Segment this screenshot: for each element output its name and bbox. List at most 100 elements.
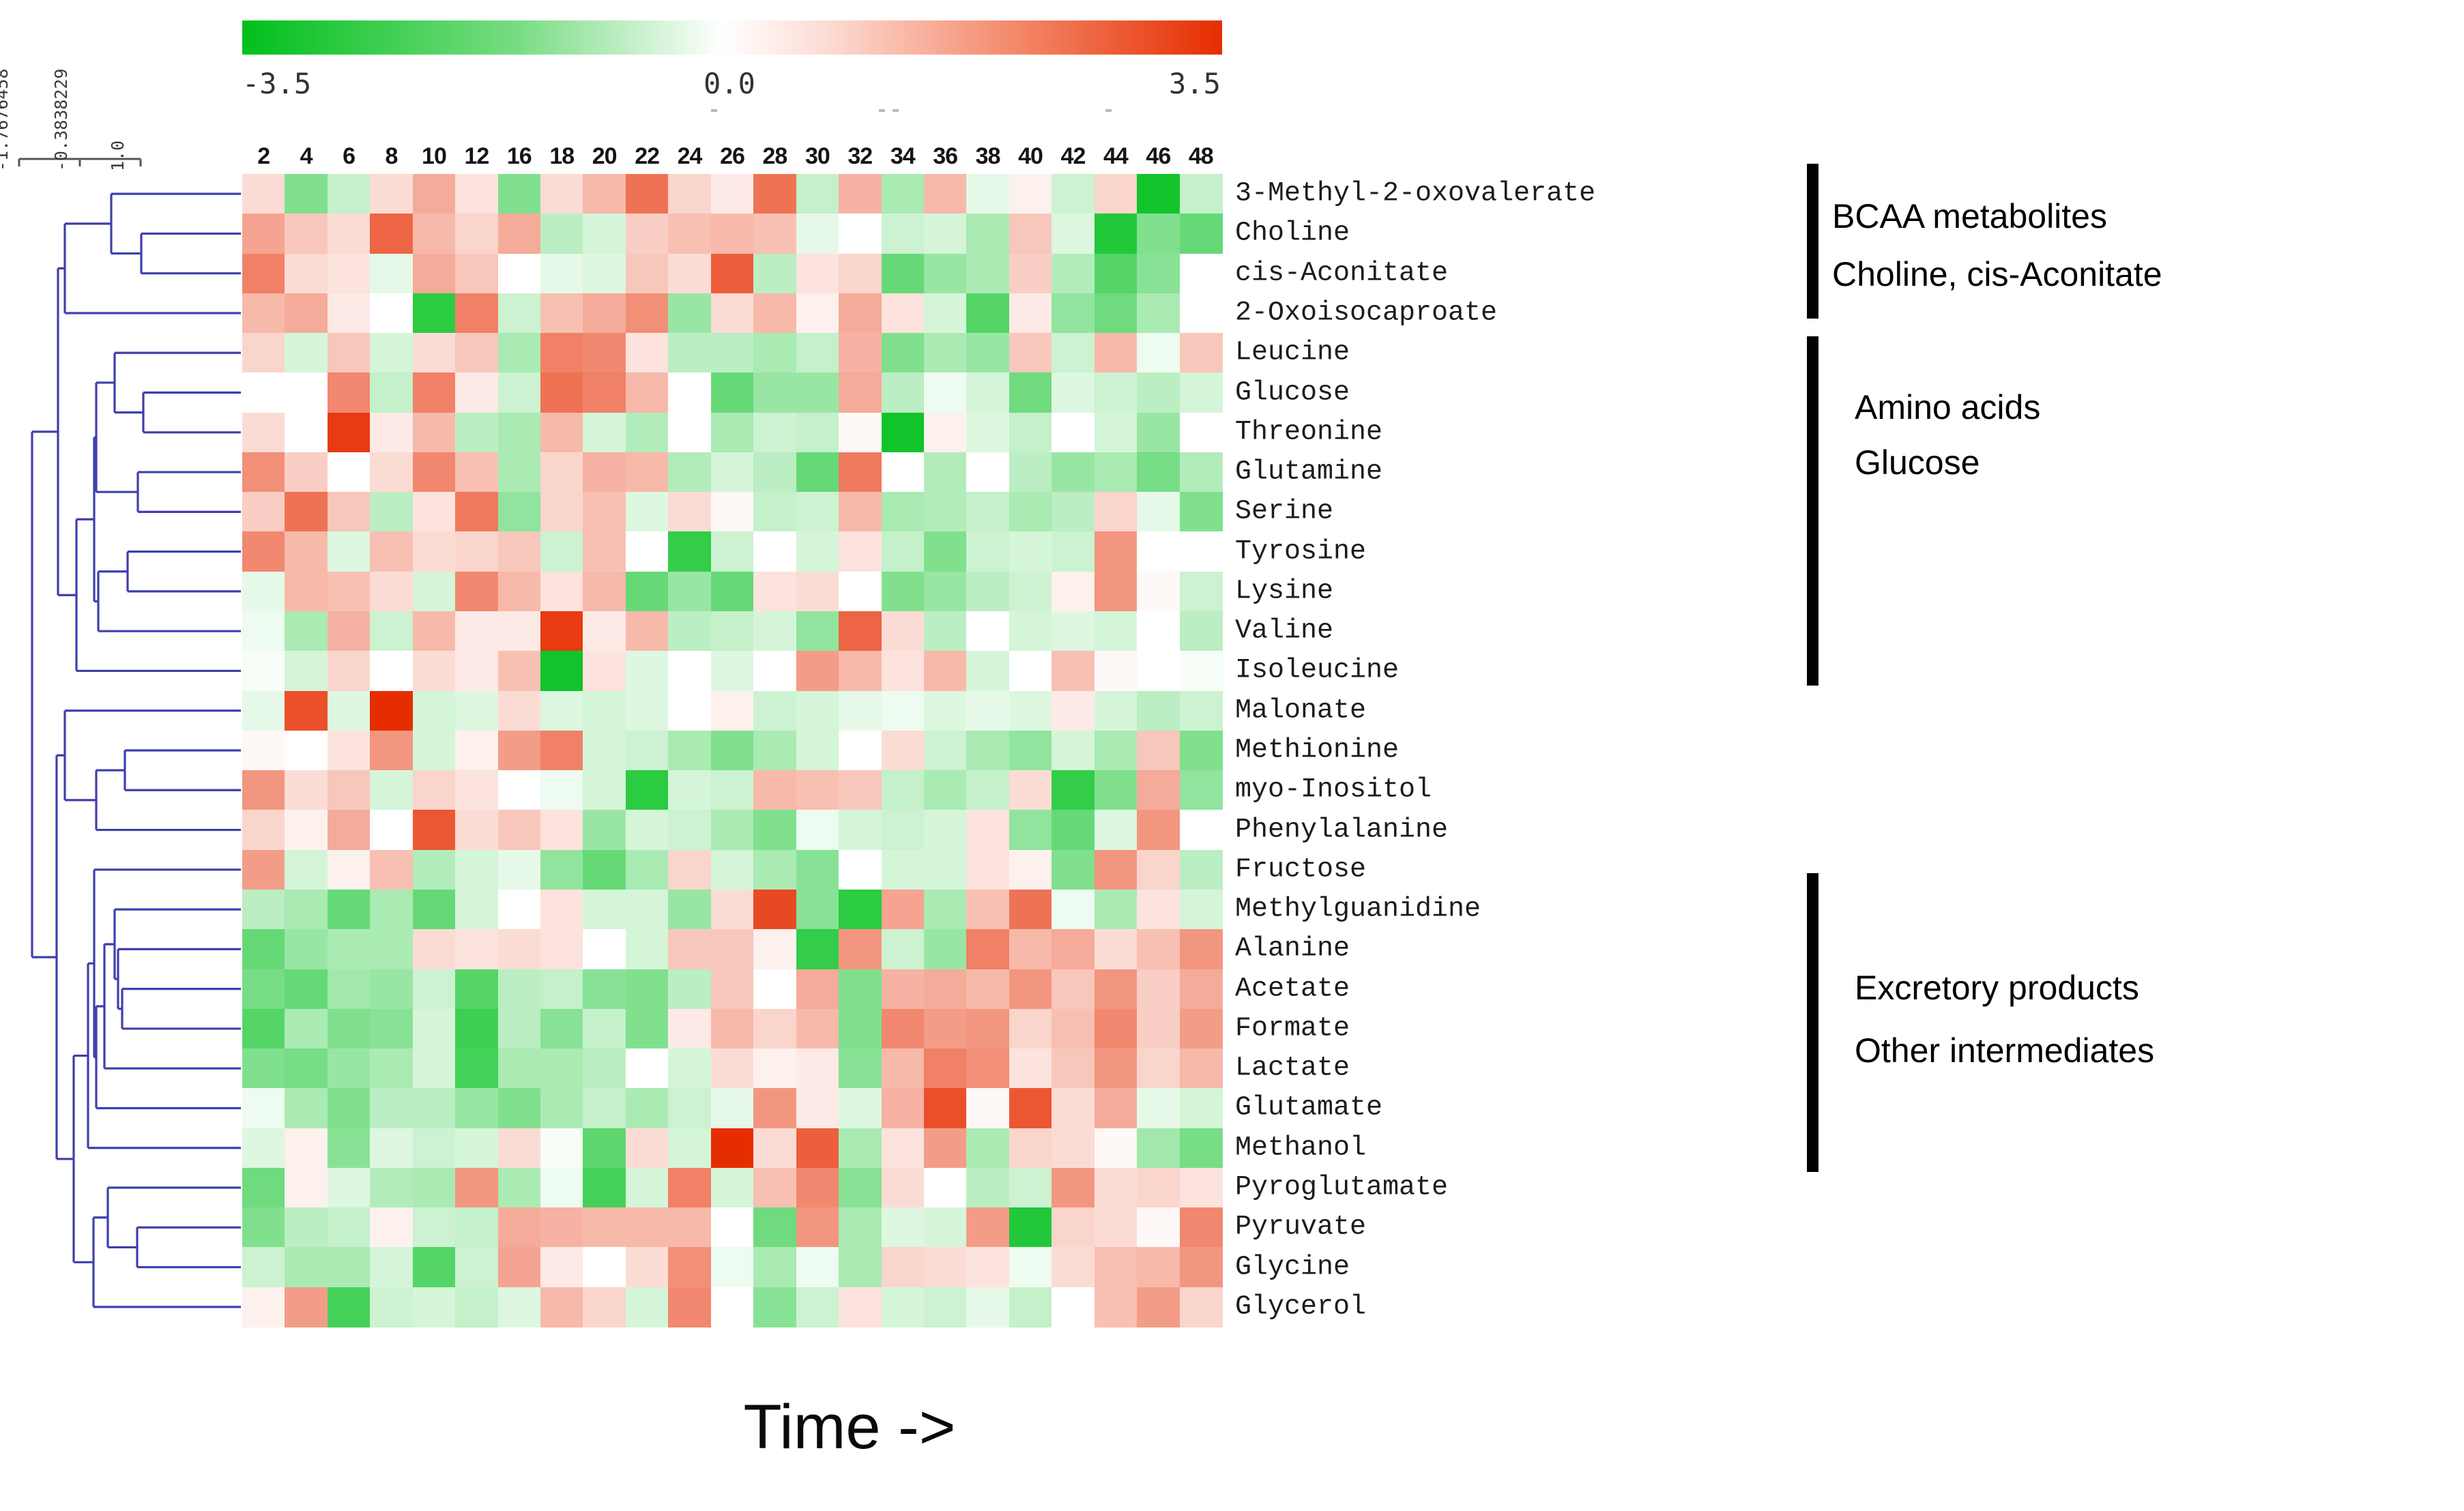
heatmap-cell xyxy=(839,492,882,533)
heatmap-cell xyxy=(796,333,839,373)
heatmap-cell xyxy=(455,412,499,453)
heatmap-cell xyxy=(1137,1008,1180,1049)
cluster-group-label: Excretory products xyxy=(1855,969,2139,1007)
heatmap-cell xyxy=(1179,770,1223,810)
heatmap-cell xyxy=(327,412,371,453)
heatmap-cell xyxy=(1179,810,1223,851)
colorbar-max-label: 3.5 xyxy=(1169,67,1221,100)
heatmap-cell xyxy=(625,174,669,214)
heatmap-cell xyxy=(497,293,541,334)
heatmap-cell xyxy=(1094,849,1137,890)
heatmap-cell xyxy=(923,1287,967,1327)
heatmap-cell xyxy=(1009,412,1052,453)
heatmap-cell xyxy=(966,1167,1010,1208)
heatmap-cell xyxy=(1179,611,1223,651)
heatmap-cell xyxy=(370,1167,414,1208)
heatmap-cell xyxy=(923,214,967,254)
heatmap-cell xyxy=(796,1048,839,1089)
heatmap-cell xyxy=(1052,293,1095,334)
heatmap-cell xyxy=(966,889,1010,930)
heatmap-cell xyxy=(625,1247,669,1288)
heatmap-cell xyxy=(923,969,967,1010)
heatmap-cell xyxy=(327,253,371,294)
heatmap-cell xyxy=(583,452,626,493)
heatmap-cell xyxy=(583,1247,626,1288)
heatmap-cell xyxy=(923,174,967,214)
heatmap-cell xyxy=(881,690,925,731)
heatmap-cell xyxy=(540,730,584,771)
heatmap-cell xyxy=(497,690,541,731)
heatmap-cell xyxy=(1137,730,1180,771)
heatmap-cell xyxy=(370,969,414,1010)
heatmap-cell xyxy=(625,1167,669,1208)
heatmap-cell xyxy=(583,333,626,373)
heatmap-cell xyxy=(753,969,797,1010)
heatmap-cell xyxy=(370,214,414,254)
heatmap-cell xyxy=(540,929,584,970)
heatmap-cell xyxy=(370,253,414,294)
row-label: Isoleucine xyxy=(1235,655,1400,686)
heatmap-cell xyxy=(710,492,754,533)
heatmap-cell xyxy=(668,531,712,572)
heatmap-cell xyxy=(497,1247,541,1288)
row-label: Malonate xyxy=(1235,695,1367,727)
heatmap-cell xyxy=(412,372,456,413)
heatmap-cell xyxy=(540,452,584,493)
heatmap-cell xyxy=(710,849,754,890)
row-label: Glycerol xyxy=(1235,1291,1367,1323)
heatmap-cell xyxy=(1094,1207,1137,1248)
col-label: 46 xyxy=(1146,143,1171,169)
heatmap-cell xyxy=(1094,889,1137,930)
heatmap-cell xyxy=(242,969,286,1010)
heatmap-cell xyxy=(753,1287,797,1327)
heatmap-cell xyxy=(668,253,712,294)
heatmap-cell xyxy=(1009,1207,1052,1248)
heatmap-cell xyxy=(242,611,286,651)
heatmap-cell xyxy=(540,611,584,651)
heatmap-cell xyxy=(412,571,456,612)
heatmap-cell xyxy=(1052,730,1095,771)
heatmap-cell xyxy=(625,770,669,810)
heatmap-cell xyxy=(1137,1167,1180,1208)
heatmap-cell xyxy=(881,492,925,533)
heatmap-cell xyxy=(455,492,499,533)
heatmap-cell xyxy=(839,293,882,334)
heatmap-cell xyxy=(1009,889,1052,930)
heatmap-cell xyxy=(881,253,925,294)
heatmap-cell xyxy=(881,214,925,254)
heatmap-cell xyxy=(668,452,712,493)
heatmap-cell xyxy=(966,492,1010,533)
heatmap-cell xyxy=(370,1048,414,1089)
heatmap-cell xyxy=(1052,1008,1095,1049)
row-label: Glucose xyxy=(1235,377,1350,409)
heatmap-cell xyxy=(966,571,1010,612)
cluster-group-bar xyxy=(1807,873,1818,1172)
heatmap-cell xyxy=(796,730,839,771)
colorbar-minor-tick xyxy=(893,109,899,112)
heatmap-cell xyxy=(668,810,712,851)
heatmap-cell xyxy=(540,531,584,572)
heatmap-cell xyxy=(327,333,371,373)
heatmap-cell xyxy=(839,412,882,453)
heatmap-cell xyxy=(455,889,499,930)
heatmap-cell xyxy=(625,1048,669,1089)
heatmap-cell xyxy=(710,1247,754,1288)
heatmap-cell xyxy=(839,1247,882,1288)
col-label: 40 xyxy=(1018,143,1043,169)
heatmap-cell xyxy=(753,1008,797,1049)
heatmap-cell xyxy=(881,849,925,890)
heatmap-cell xyxy=(710,1287,754,1327)
heatmap-cell xyxy=(710,929,754,970)
heatmap-cell xyxy=(881,412,925,453)
heatmap-cell xyxy=(370,452,414,493)
heatmap-cell xyxy=(668,730,712,771)
heatmap-cell xyxy=(455,293,499,334)
heatmap-cell xyxy=(839,571,882,612)
heatmap-cell xyxy=(796,372,839,413)
heatmap-cell xyxy=(285,412,328,453)
heatmap-cell xyxy=(497,372,541,413)
heatmap-cell xyxy=(668,849,712,890)
row-label: Pyruvate xyxy=(1235,1212,1367,1243)
heatmap-cell xyxy=(412,651,456,692)
heatmap-cell xyxy=(412,1167,456,1208)
